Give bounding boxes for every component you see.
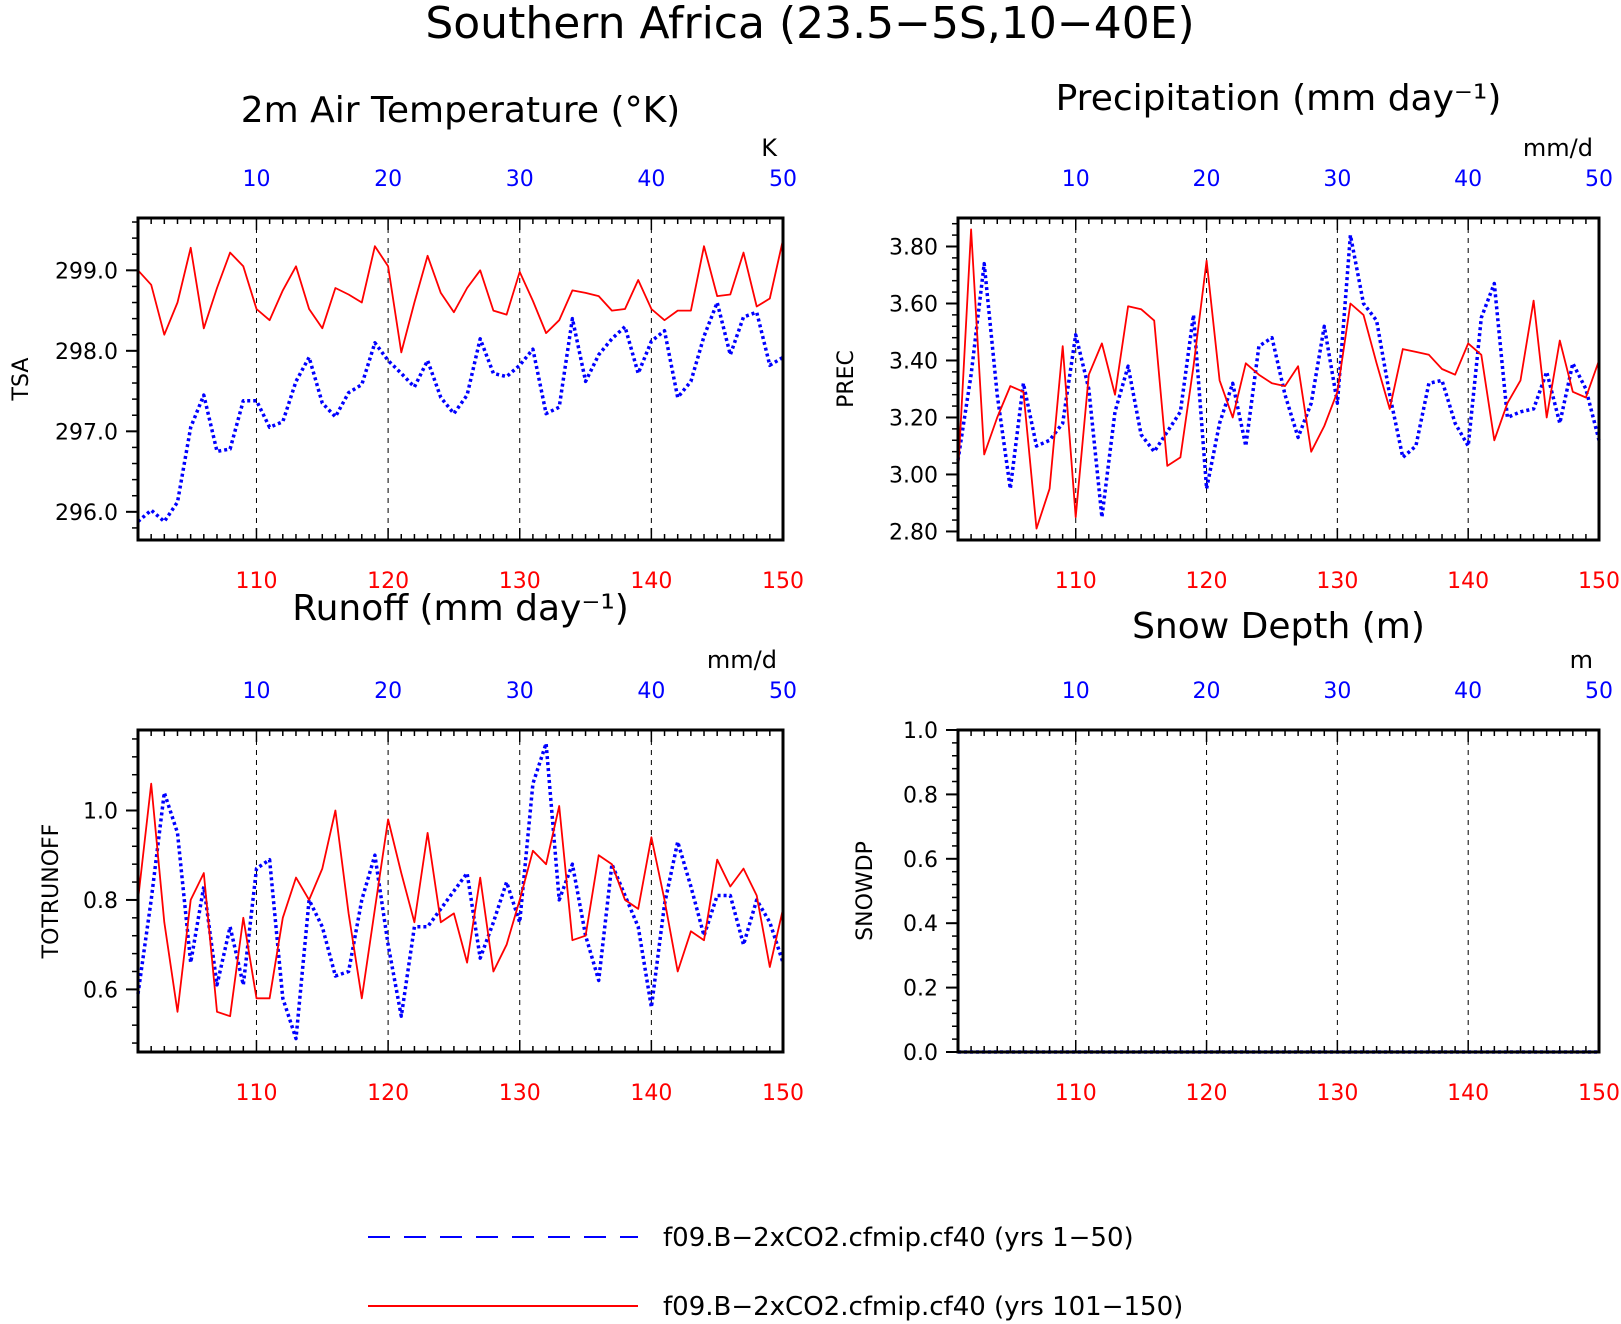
top-x-tick-label: 20 (374, 679, 402, 704)
y-tick-label: 0.2 (903, 977, 938, 1002)
bottom-x-tick-label: 120 (1186, 569, 1228, 594)
y-axis-label-tsa: TSA (9, 358, 34, 402)
top-x-tick-label: 40 (1454, 167, 1482, 192)
bottom-x-tick-label: 130 (499, 569, 541, 594)
unit-label-snowdp: m (1570, 646, 1593, 674)
top-x-tick-label: 30 (1323, 679, 1351, 704)
panel-prec: Precipitation (mm day⁻¹) PREC mm/d 10 20 30 40… (834, 78, 1620, 594)
panel-totrunoff: Runoff (mm day⁻¹) TOTRUNOFF mm/d 10 20 30 40 50… (39, 588, 804, 1106)
y-tick-label: 298.0 (55, 340, 118, 365)
bottom-x-tick-label: 130 (1316, 1081, 1358, 1106)
legend-label-yrs-1-50: f09.B−2xCO2.cfmip.cf40 (yrs 1−50) (663, 1223, 1134, 1253)
top-x-tick-label: 40 (1454, 679, 1482, 704)
figure-title: Southern Africa (23.5−5S,10−40E) (425, 0, 1194, 49)
top-x-tick-label: 30 (1323, 167, 1351, 192)
plot-frame-prec (956, 216, 1601, 542)
top-x-tick-label: 40 (637, 679, 665, 704)
y-tick-label: 1.0 (903, 719, 938, 744)
series-yrs-1-50-line (136, 300, 784, 524)
top-x-tick-label: 50 (1585, 679, 1613, 704)
y-axis-label-snowdp: SNOWDP (853, 841, 878, 941)
top-x-tick-label: 30 (506, 167, 534, 192)
unit-label-prec: mm/d (1523, 134, 1593, 162)
y-tick-label: 3.80 (889, 235, 938, 260)
bottom-x-tick-label: 140 (630, 569, 672, 594)
y-tick-label: 0.8 (83, 889, 118, 914)
y-tick-label: 0.6 (83, 978, 118, 1003)
top-x-tick-label: 50 (769, 167, 797, 192)
unit-label-tsa: K (761, 134, 778, 162)
y-tick-label: 296.0 (55, 501, 118, 526)
y-tick-label: 0.6 (903, 848, 938, 873)
bottom-x-tick-label: 150 (762, 1081, 804, 1106)
bottom-x-tick-label: 140 (1447, 1081, 1489, 1106)
bottom-x-tick-label: 150 (762, 569, 804, 594)
y-axis-label-prec: PREC (834, 350, 859, 408)
series-yrs-101-150-line (137, 239, 784, 354)
top-x-tick-label: 10 (1062, 679, 1090, 704)
bottom-x-tick-label: 120 (367, 569, 409, 594)
y-tick-label: 299.0 (55, 259, 118, 284)
bottom-x-tick-label: 110 (1055, 1081, 1097, 1106)
y-tick-label: 3.00 (889, 463, 938, 488)
legend-label-yrs-101-150: f09.B−2xCO2.cfmip.cf40 (yrs 101−150) (663, 1292, 1183, 1322)
y-tick-label: 1.0 (83, 800, 118, 825)
top-x-tick-label: 10 (242, 679, 270, 704)
top-x-tick-label: 50 (1585, 167, 1613, 192)
y-tick-label: 2.80 (889, 520, 938, 545)
bottom-x-tick-label: 140 (1447, 569, 1489, 594)
plot-frame-totrunoff (136, 728, 785, 1054)
top-x-tick-label: 10 (1062, 167, 1090, 192)
panel-snowdp: Snow Depth (m) SNOWDP m 10 20 30 40 50 110 120 130… (853, 606, 1620, 1106)
top-x-tick-label: 30 (506, 679, 534, 704)
panel-title-prec: Precipitation (mm day⁻¹) (1056, 78, 1502, 119)
series-yrs-101-150-line (957, 228, 1600, 530)
series-yrs-1-50-line (956, 233, 1601, 519)
y-tick-label: 0.0 (903, 1041, 938, 1066)
bottom-x-tick-label: 120 (1186, 1081, 1228, 1106)
legend: f09.B−2xCO2.cfmip.cf40 (yrs 1−50) f09.B−… (368, 1223, 1183, 1322)
plot-frame-snowdp (956, 728, 1601, 1054)
series-yrs-1-50-line (136, 741, 785, 1041)
bottom-x-tick-label: 110 (1055, 569, 1097, 594)
y-tick-label: 297.0 (55, 420, 118, 445)
panel-title-tsa: 2m Air Temperature (°K) (241, 90, 680, 131)
bottom-x-tick-label: 110 (235, 569, 277, 594)
top-x-tick-label: 20 (374, 167, 402, 192)
bottom-x-tick-label: 110 (235, 1081, 277, 1106)
plot-frame-tsa (136, 216, 785, 542)
bottom-x-tick-label: 150 (1578, 569, 1620, 594)
panel-tsa: 2m Air Temperature (°K) TSA K 10 20 30 40 50 110… (9, 90, 804, 594)
bottom-x-tick-label: 140 (630, 1081, 672, 1106)
bottom-x-tick-label: 130 (1316, 569, 1358, 594)
chart-panels: 2m Air Temperature (°K) TSA K 10 20 30 40 50 110… (9, 78, 1620, 1106)
y-tick-label: 0.8 (903, 783, 938, 808)
top-x-tick-label: 20 (1193, 167, 1221, 192)
y-tick-label: 3.40 (889, 349, 938, 374)
top-x-tick-label: 40 (637, 167, 665, 192)
y-axis-label-totrunoff: TOTRUNOFF (39, 824, 64, 960)
y-tick-label: 3.60 (889, 292, 938, 317)
panel-title-totrunoff: Runoff (mm day⁻¹) (292, 588, 629, 629)
top-x-tick-label: 20 (1193, 679, 1221, 704)
bottom-x-tick-label: 130 (499, 1081, 541, 1106)
top-x-tick-label: 10 (242, 167, 270, 192)
panel-title-snowdp: Snow Depth (m) (1132, 606, 1425, 647)
unit-label-totrunoff: mm/d (707, 646, 777, 674)
bottom-x-tick-label: 120 (367, 1081, 409, 1106)
series-yrs-101-150-line (137, 782, 784, 1018)
y-tick-label: 3.20 (889, 406, 938, 431)
y-tick-label: 0.4 (903, 912, 938, 937)
top-x-tick-label: 50 (769, 679, 797, 704)
bottom-x-tick-label: 150 (1578, 1081, 1620, 1106)
